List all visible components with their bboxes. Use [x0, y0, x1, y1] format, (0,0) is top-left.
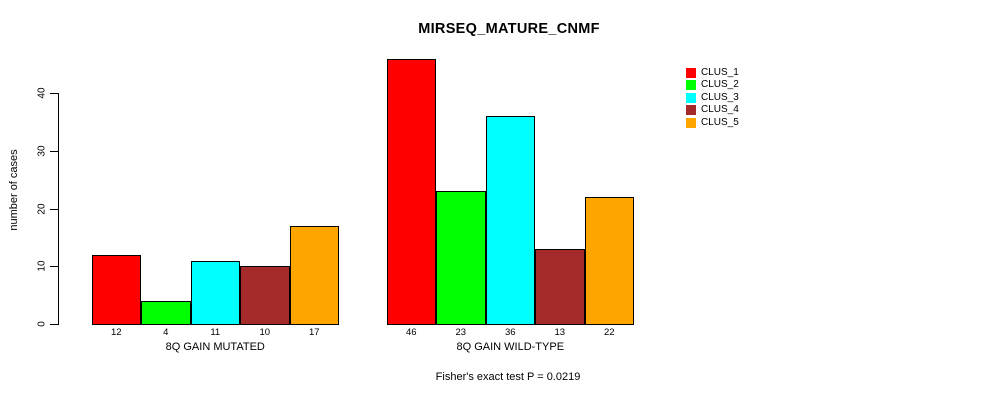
legend-swatch-clus_3: [686, 92, 696, 103]
legend-swatch-clus_1: [686, 68, 696, 78]
bar-value-label: 12: [110, 326, 122, 338]
bar-value-label: 13: [554, 326, 566, 338]
y-axis-tick: [50, 266, 58, 268]
bar-clus_3-group2: [485, 116, 535, 325]
legend-label: CLUS_1: [701, 67, 739, 78]
legend-swatch-clus_5: [686, 117, 696, 128]
bar-clus_4-group1: [240, 266, 290, 325]
chart-title: MIRSEQ_MATURE_CNMF: [418, 21, 600, 37]
y-axis-tick-label: 30: [36, 145, 48, 157]
y-axis-label: number of cases: [8, 149, 20, 231]
bar-clus_5-group2: [584, 197, 634, 325]
bar-value-label: 17: [308, 326, 320, 338]
y-axis-tick-label: 0: [36, 321, 48, 327]
bar-value-label: 46: [405, 326, 417, 338]
y-axis-tick-label: 20: [36, 203, 48, 215]
bar-clus_2-group1: [141, 300, 191, 325]
bar-value-label: 22: [603, 326, 615, 338]
bar-value-label: 10: [259, 326, 271, 338]
legend-label: CLUS_4: [701, 104, 739, 116]
legend-label: CLUS_5: [701, 116, 739, 128]
legend-swatch-clus_2: [686, 80, 696, 91]
caption-text: Fisher's exact test P = 0.0219: [435, 371, 581, 383]
y-axis-tick: [50, 324, 58, 325]
group-axis-label: 8Q GAIN MUTATED: [165, 341, 265, 353]
y-axis-tick: [50, 208, 58, 210]
bar-clus_4-group2: [535, 248, 585, 325]
legend-label: CLUS_3: [701, 91, 739, 103]
y-axis-tick-label: 10: [36, 260, 48, 272]
bar-clus_1-group2: [386, 58, 436, 325]
group-axis-label: 8Q GAIN WILD-TYPE: [456, 341, 565, 353]
legend-swatch-clus_4: [686, 105, 696, 116]
bar-value-label: 36: [504, 326, 516, 338]
bar-clus_5-group1: [289, 225, 339, 325]
y-axis-tick: [50, 93, 58, 95]
bar-value-label: 11: [210, 326, 221, 338]
y-axis-tick-label: 40: [36, 87, 48, 99]
y-axis-tick: [50, 150, 58, 152]
bar-value-label: 4: [163, 326, 169, 338]
y-axis-line: [58, 93, 59, 325]
bar-clus_1-group1: [91, 254, 141, 325]
bar-clus_2-group2: [436, 191, 486, 325]
bar-value-label: 23: [455, 326, 467, 338]
legend-label: CLUS_2: [701, 79, 739, 91]
bar-clus_3-group1: [190, 260, 240, 325]
